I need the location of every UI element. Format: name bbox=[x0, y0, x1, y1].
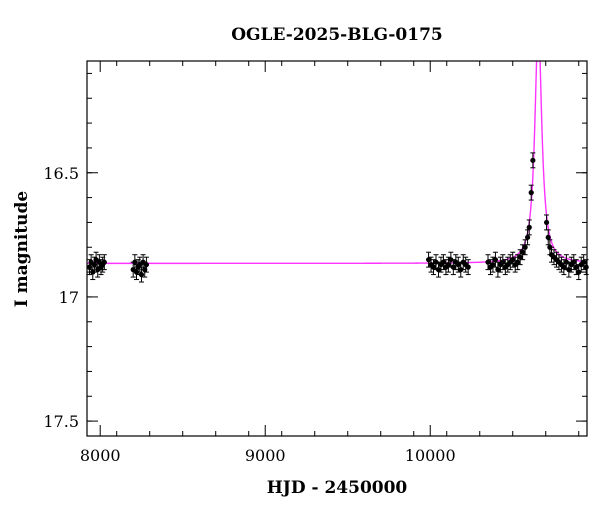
data-point bbox=[517, 254, 523, 260]
x-axis-label: HJD - 2450000 bbox=[267, 478, 408, 498]
plot-area: 8000 9000 10000 16.5 17 17.5 bbox=[43, 60, 589, 465]
data-point bbox=[445, 262, 451, 268]
data-point bbox=[455, 262, 461, 268]
data-point bbox=[581, 259, 587, 265]
y-tick-label: 17.5 bbox=[43, 412, 79, 431]
model-curve bbox=[87, 61, 587, 265]
y-tick-label: 17 bbox=[59, 288, 79, 307]
x-tick-label: 8000 bbox=[80, 446, 121, 465]
y-tick-label: 16.5 bbox=[43, 164, 79, 183]
data-point bbox=[528, 190, 534, 196]
data-point bbox=[573, 264, 579, 270]
data-point bbox=[583, 264, 589, 270]
data-point bbox=[524, 234, 531, 240]
data-point bbox=[430, 264, 437, 270]
data-point bbox=[545, 234, 551, 240]
data-point bbox=[450, 264, 456, 270]
data-point bbox=[101, 259, 107, 265]
y-axis-label: I magnitude bbox=[12, 191, 32, 308]
x-tick-label: 9000 bbox=[245, 446, 286, 465]
data-point bbox=[526, 224, 532, 230]
data-point bbox=[495, 267, 501, 273]
data-point bbox=[492, 257, 499, 263]
data-point bbox=[143, 262, 150, 268]
data-point bbox=[138, 271, 145, 278]
data-point bbox=[566, 267, 572, 273]
data-point bbox=[490, 262, 496, 268]
data-point bbox=[465, 264, 471, 270]
data-point bbox=[543, 219, 550, 226]
data-point bbox=[515, 259, 521, 265]
x-tick-label: 10000 bbox=[405, 446, 456, 465]
data-point bbox=[520, 249, 526, 255]
data-point bbox=[530, 157, 536, 163]
data-point bbox=[425, 257, 432, 263]
data-point bbox=[500, 259, 506, 265]
data-point bbox=[435, 267, 442, 273]
data-point bbox=[561, 264, 567, 270]
data-point bbox=[571, 259, 577, 265]
data-point bbox=[485, 259, 491, 265]
chart-title: OGLE-2025-BLG-0175 bbox=[231, 25, 443, 45]
data-point bbox=[132, 259, 138, 265]
data-point bbox=[510, 257, 516, 263]
data-point bbox=[440, 259, 447, 265]
plot-frame bbox=[86, 60, 588, 437]
data-point bbox=[522, 244, 528, 250]
